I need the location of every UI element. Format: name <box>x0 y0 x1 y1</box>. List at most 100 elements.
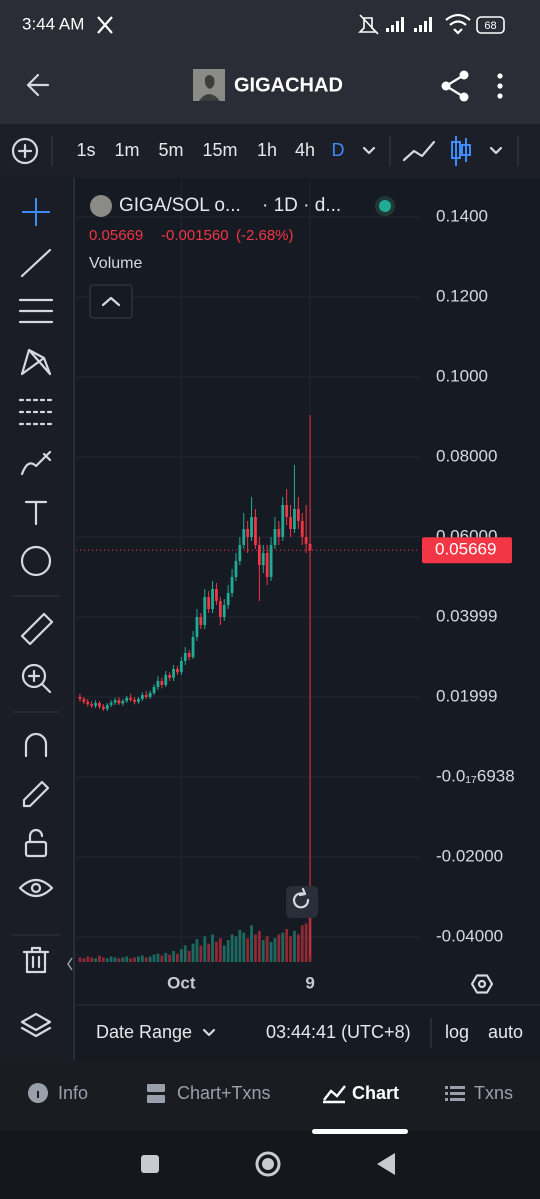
candle-body <box>168 675 172 678</box>
unlock-tool[interactable] <box>24 840 48 858</box>
candle-body <box>195 617 199 637</box>
last-price-label: 0.05669 <box>435 540 496 559</box>
line-type-button[interactable] <box>402 140 436 162</box>
volume-bar <box>238 929 242 962</box>
x-tick-label: 9 <box>305 973 314 992</box>
candle-body <box>144 695 148 697</box>
crosshair-tool[interactable] <box>22 198 50 226</box>
ruler-tool[interactable] <box>20 612 54 646</box>
tab-txns[interactable]: Txns <box>474 1083 513 1103</box>
volume-bar <box>78 957 82 962</box>
hide-tool[interactable] <box>18 878 54 898</box>
volume-bar <box>293 930 296 962</box>
volume-bar <box>211 934 214 962</box>
x-icon <box>97 16 113 34</box>
legend-change: -0.001560 <box>161 227 229 244</box>
tab-chart[interactable]: Chart <box>352 1083 399 1103</box>
candle-body <box>222 605 226 617</box>
tab-info[interactable]: Info <box>58 1083 88 1103</box>
collapse-legend[interactable] <box>89 284 133 319</box>
nav-recents[interactable] <box>141 1155 159 1173</box>
txns-icon <box>445 1086 465 1101</box>
volume-bar <box>218 938 222 962</box>
y-tick-label: -0.02000 <box>436 846 503 865</box>
nav-home-dot <box>262 1158 274 1170</box>
volume-bar <box>117 958 121 962</box>
volume-bar <box>179 949 183 962</box>
volume-bar <box>191 943 195 962</box>
nav-home[interactable] <box>255 1151 281 1177</box>
magnet-tool[interactable] <box>24 732 48 758</box>
candle-body <box>254 517 257 545</box>
reset-button[interactable] <box>286 886 318 918</box>
interval-option[interactable]: 15m <box>202 140 237 160</box>
volume-bar <box>273 938 277 962</box>
volume-bar <box>183 945 187 962</box>
clock-utc: 03:44:41 (UTC+8) <box>266 1022 411 1042</box>
interval-option[interactable]: 1m <box>114 140 139 160</box>
chart-settings[interactable] <box>470 974 494 994</box>
volume-bar <box>300 925 304 962</box>
candle-body <box>281 505 285 537</box>
collapse-tools[interactable] <box>67 957 73 971</box>
battery-level: 68 <box>484 20 496 32</box>
volume-bar <box>113 957 117 962</box>
zoom-tool[interactable] <box>21 663 47 689</box>
log-toggle[interactable]: log <box>445 1022 469 1042</box>
lock-drawings-tool[interactable] <box>22 780 50 808</box>
candle-body <box>277 529 281 537</box>
layers-tool[interactable] <box>20 1012 52 1038</box>
back-button[interactable] <box>26 73 50 97</box>
volume-bar <box>226 940 230 962</box>
reset-icon <box>292 887 310 909</box>
interval-dropdown[interactable] <box>362 146 376 155</box>
candle-body <box>226 593 230 605</box>
interval-option[interactable]: 5m <box>158 140 183 160</box>
channel-tool[interactable] <box>18 298 54 324</box>
volume-bar <box>261 940 265 962</box>
add-indicator[interactable] <box>11 137 39 165</box>
y-tick-label: 0.01999 <box>436 687 497 706</box>
volume-bar <box>304 923 308 962</box>
volume-label: Volume <box>89 255 142 272</box>
delete-tool[interactable] <box>22 946 50 974</box>
interval-option[interactable]: 1h <box>257 140 277 160</box>
brush-tool[interactable] <box>20 450 52 476</box>
type-dropdown[interactable] <box>489 146 503 155</box>
tab-chart-txns[interactable]: Chart+Txns <box>177 1083 271 1103</box>
interval-option[interactable]: D <box>332 140 345 160</box>
volume-bar <box>90 957 94 962</box>
auto-toggle[interactable]: auto <box>488 1022 523 1042</box>
text-tool[interactable] <box>24 500 48 526</box>
candle-type-button[interactable] <box>451 136 471 166</box>
top-bar-bg <box>0 0 540 124</box>
candle-body <box>82 699 86 702</box>
more-button[interactable] <box>497 73 503 99</box>
trend-line-tool[interactable] <box>20 248 52 278</box>
candle-body <box>78 697 82 699</box>
fib-tool[interactable] <box>18 398 54 426</box>
volume-bar <box>86 956 90 962</box>
pattern-tool[interactable] <box>20 348 52 376</box>
share-button[interactable] <box>441 70 469 102</box>
volume-bar <box>129 958 133 962</box>
volume-bar <box>160 955 164 962</box>
volume-bar <box>222 945 226 962</box>
volume-bar <box>207 943 211 962</box>
interval-option[interactable]: 1s <box>76 140 95 160</box>
volume-bar <box>203 936 207 962</box>
emoji-tool[interactable] <box>20 545 52 577</box>
candle-body <box>296 509 300 521</box>
date-range[interactable]: Date Range <box>96 1022 192 1042</box>
nav-back[interactable] <box>377 1153 395 1175</box>
y-tick-label: 0.08000 <box>436 446 497 465</box>
volume-bar <box>82 958 86 962</box>
interval-option[interactable]: 4h <box>295 140 315 160</box>
price-axis: 0.14000.12000.10000.080000.060000.039990… <box>422 206 515 945</box>
volume-bar <box>199 945 203 962</box>
y-tick-label: 0.1000 <box>436 366 488 385</box>
toolbar-bg <box>0 124 540 178</box>
y-tick-label: -0.0₁₇6938 <box>436 766 515 785</box>
